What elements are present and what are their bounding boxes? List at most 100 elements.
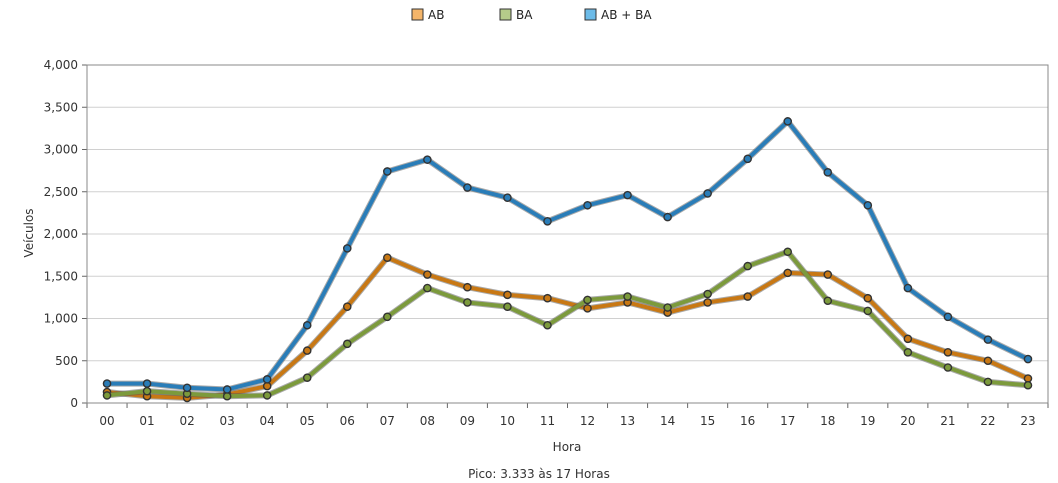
data-point[interactable] (943, 312, 953, 322)
x-tick-label: 15 (700, 414, 715, 428)
x-tick-label: 07 (380, 414, 395, 428)
data-point[interactable] (543, 293, 552, 303)
data-point[interactable] (142, 379, 152, 388)
y-tick-label: 4,000 (44, 58, 78, 72)
data-point[interactable] (583, 295, 592, 305)
data-point[interactable] (302, 320, 312, 330)
data-point[interactable] (463, 282, 472, 292)
series-ab (102, 253, 1033, 403)
y-tick-label: 1,500 (44, 269, 78, 283)
data-point[interactable] (623, 292, 632, 301)
x-tick-label: 22 (980, 414, 995, 428)
data-point[interactable] (703, 189, 712, 198)
data-point[interactable] (863, 306, 873, 316)
series-line-outline (104, 254, 1031, 401)
x-axis-title: Hora (553, 440, 582, 454)
data-point[interactable] (102, 379, 112, 388)
data-point[interactable] (383, 167, 392, 176)
x-tick-label: 21 (940, 414, 955, 428)
x-tick-label: 20 (900, 414, 915, 428)
series-ba (102, 247, 1033, 401)
x-tick-label: 00 (99, 414, 114, 428)
data-point[interactable] (983, 377, 993, 387)
data-point[interactable] (142, 386, 152, 396)
x-tick-label: 06 (340, 414, 355, 428)
data-point[interactable] (1023, 380, 1033, 390)
y-tick-label: 500 (55, 354, 78, 368)
y-tick-label: 2,500 (44, 185, 78, 199)
data-point[interactable] (463, 298, 472, 307)
data-point[interactable] (222, 385, 232, 394)
y-tick-label: 3,500 (44, 100, 78, 114)
x-tick-label: 17 (780, 414, 795, 428)
data-point[interactable] (503, 193, 512, 202)
legend-item[interactable]: AB + BA (584, 8, 652, 22)
data-point[interactable] (302, 373, 312, 382)
data-point[interactable] (903, 283, 913, 293)
data-point[interactable] (983, 335, 993, 344)
data-point[interactable] (342, 244, 352, 253)
data-point[interactable] (823, 168, 833, 177)
x-tick-label: 18 (820, 414, 835, 428)
data-point[interactable] (663, 212, 672, 222)
data-point[interactable] (983, 356, 993, 366)
legend-label: AB (428, 8, 444, 22)
data-point[interactable] (863, 200, 873, 210)
data-point[interactable] (342, 302, 352, 311)
data-point[interactable] (943, 347, 953, 357)
data-point[interactable] (423, 283, 432, 293)
data-point[interactable] (743, 292, 752, 301)
data-point[interactable] (823, 270, 833, 279)
y-axis-ticks: 0 500 1,000 1,500 2,000 2,500 3,000 3,500 4,000 (44, 58, 87, 410)
data-point[interactable] (583, 304, 592, 313)
data-point[interactable] (383, 253, 392, 262)
x-tick-label: 01 (139, 414, 154, 428)
data-point[interactable] (663, 303, 672, 312)
series-line (105, 249, 1030, 399)
y-tick-label: 1,000 (44, 312, 78, 326)
data-point[interactable] (1023, 354, 1033, 364)
data-point[interactable] (743, 154, 752, 164)
data-point[interactable] (543, 217, 552, 226)
data-point[interactable] (903, 334, 913, 344)
data-point[interactable] (623, 190, 632, 200)
data-point[interactable] (543, 320, 552, 330)
data-point[interactable] (903, 347, 913, 357)
data-point[interactable] (703, 289, 712, 299)
data-point[interactable] (823, 296, 833, 306)
x-axis-ticks: 00 01 02 03 04 05 06 07 08 09 10 11 12 13 14 15 16 17 18 19… (86, 403, 1049, 428)
data-point[interactable] (423, 270, 432, 279)
data-point[interactable] (703, 298, 712, 307)
series-ab-ba (102, 117, 1033, 394)
data-point[interactable] (423, 155, 432, 164)
x-tick-label: 09 (460, 414, 475, 428)
data-point[interactable] (863, 293, 873, 303)
x-tick-label: 03 (220, 414, 235, 428)
data-point[interactable] (783, 247, 793, 257)
data-point[interactable] (262, 375, 272, 384)
x-tick-label: 14 (660, 414, 675, 428)
legend-label: AB + BA (601, 8, 652, 22)
data-point[interactable] (583, 200, 592, 210)
x-tick-label: 10 (500, 414, 515, 428)
data-point[interactable] (302, 346, 312, 355)
data-point[interactable] (463, 183, 472, 192)
data-point[interactable] (342, 339, 352, 349)
data-point[interactable] (743, 261, 752, 271)
data-point[interactable] (262, 391, 272, 400)
legend-item[interactable]: BA (499, 8, 533, 22)
x-tick-label: 04 (260, 414, 275, 428)
data-point[interactable] (503, 302, 512, 311)
x-tick-label: 08 (420, 414, 435, 428)
data-point[interactable] (102, 391, 112, 400)
legend-item[interactable]: AB (411, 8, 444, 22)
data-point[interactable] (783, 268, 793, 278)
data-point[interactable] (943, 363, 953, 372)
series-line-outline (104, 118, 1031, 393)
data-point[interactable] (383, 312, 392, 322)
data-point[interactable] (503, 290, 512, 300)
data-point[interactable] (783, 117, 793, 126)
data-point[interactable] (182, 383, 192, 393)
plot-frame (86, 64, 1049, 404)
